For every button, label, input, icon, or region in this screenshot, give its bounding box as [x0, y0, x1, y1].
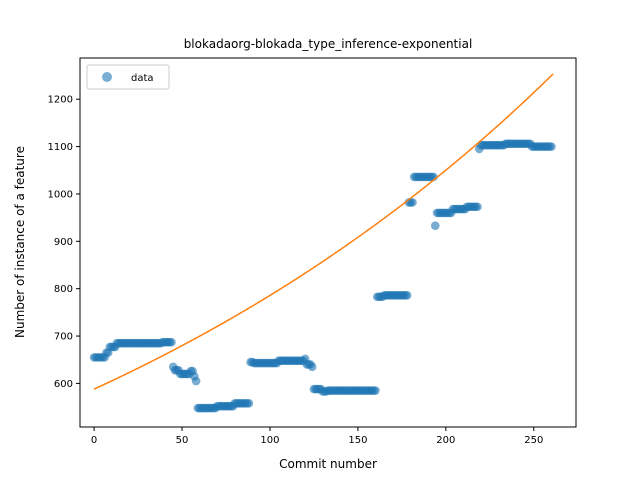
y-tick-label: 1000 — [48, 189, 73, 200]
x-tick-label: 50 — [176, 435, 189, 446]
y-tick-label: 1100 — [48, 142, 73, 153]
data-point — [191, 376, 201, 386]
data-point — [307, 362, 317, 372]
legend-marker-data — [102, 72, 112, 82]
data-point — [430, 221, 440, 230]
data-point — [547, 142, 556, 151]
data-point — [402, 291, 412, 300]
x-tick-label: 150 — [348, 435, 367, 446]
y-tick-label: 1200 — [48, 95, 73, 106]
data-point — [473, 202, 482, 212]
x-tick-label: 0 — [91, 435, 97, 446]
y-axis-label: Number of instance of a feature — [13, 146, 27, 338]
legend-label-data: data — [131, 73, 154, 84]
y-tick-label: 600 — [54, 379, 73, 390]
x-tick-label: 250 — [524, 435, 543, 446]
x-tick-label: 200 — [436, 435, 455, 446]
plot-area — [89, 73, 556, 413]
axes-frame — [79, 57, 577, 428]
x-tick-label: 100 — [260, 435, 279, 446]
data-point — [244, 399, 254, 408]
fit-line — [93, 73, 554, 390]
y-tick-label: 900 — [54, 237, 73, 248]
y-tick-label: 700 — [54, 332, 73, 343]
data-point — [408, 198, 417, 207]
data-point — [371, 386, 380, 395]
legend-box — [86, 64, 170, 90]
chart-title: blokadaorg-blokada_type_inference-expone… — [184, 37, 473, 51]
legend: data — [86, 64, 170, 90]
x-axis-label: Commit number — [279, 457, 377, 471]
y-tick-label: 800 — [54, 284, 73, 295]
axis-ticks: 0 50 100 150 200 250 600 700 800 900 1000 1100 1200 — [48, 95, 544, 446]
data-point — [167, 337, 176, 347]
